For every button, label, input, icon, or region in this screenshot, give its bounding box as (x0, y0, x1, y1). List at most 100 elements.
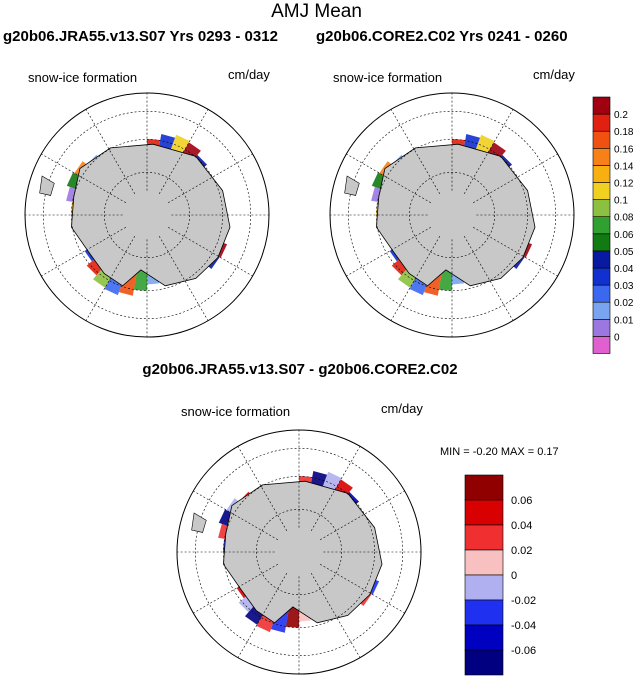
panel1-title: g20b06.JRA55.v13.S07 Yrs 0293 - 0312 (3, 28, 278, 45)
panel1-meridian-line (158, 235, 209, 321)
colorbar-1-tick-label: 0.18 (614, 127, 633, 138)
panel3-title: g20b06.JRA55.v13.S07 - g20b06.CORE2.C02 (142, 361, 458, 378)
panel2-map (329, 92, 575, 338)
panel2-meridian-line (390, 109, 441, 195)
panel3-latitude-line (255, 508, 342, 595)
colorbar-1: 0 0.01 0.02 0.03 0.04 0.05 0.06 0.08 0.1 0.12 0.14… (592, 96, 633, 354)
colorbar-2-box (464, 524, 504, 551)
panel3-meridian-line (193, 490, 279, 541)
panel3-south-america (191, 512, 207, 533)
colorbar-1-tick-label: 0 (614, 332, 620, 343)
panel2-units-label: cm/day (533, 67, 575, 82)
panel3-units-label: cm/day (381, 401, 423, 416)
colorbar-1-tick-label: 0.05 (614, 247, 633, 258)
panel1-meridian-line (167, 226, 253, 277)
panel2-antarctica (375, 143, 536, 287)
colorbar-1-box (592, 182, 611, 200)
panel2-meridian-line (463, 109, 514, 195)
panel3-meridian-line (237, 572, 288, 658)
panel3-meridian-line (193, 563, 279, 614)
colorbar-1-box (592, 216, 611, 235)
panel1-meridian-line (41, 226, 127, 277)
panel1-latitude-line (71, 139, 223, 291)
colorbar-1-box (592, 165, 611, 183)
panel3-meridian-line (310, 446, 361, 532)
panel3-latitude-line (223, 476, 375, 628)
panel1-meridian-line (85, 235, 136, 321)
panel3-minmax-stats: MIN = -0.20 MAX = 0.17 (440, 446, 559, 458)
panel2-map-border (329, 92, 575, 338)
colorbar-2-box (464, 649, 504, 676)
panel1-latitude-line (43, 111, 251, 319)
colorbar-2: 0.06 0.04 0.02 0 -0.02 -0.04 -0.06 (464, 474, 536, 676)
panel1-units-label: cm/day (228, 67, 270, 82)
panel1-meridian-line (85, 109, 136, 195)
colorbar-1-tick-label: 0.14 (614, 161, 633, 172)
panel3-latitude-line (195, 447, 403, 656)
panel2-meridian-line (346, 153, 432, 204)
colorbar-1-tick-label: 0.02 (614, 298, 633, 309)
colorbar-2-box (464, 499, 504, 526)
colorbar-2-tick-label: 0 (511, 570, 517, 582)
colorbar-1-box (592, 113, 611, 132)
colorbar-1-box (592, 318, 611, 337)
colorbar-1-box (592, 284, 611, 303)
colorbar-1-tick-label: 0.1 (614, 196, 628, 207)
colorbar-1-box (592, 233, 611, 252)
panel1-meridian-line (167, 153, 253, 204)
panel2-meridian-line (463, 235, 514, 321)
colorbar-1-tick-label: 0.06 (614, 230, 633, 241)
colorbar-1-box (592, 148, 611, 166)
colorbar-2-box (464, 474, 504, 501)
colorbar-1-tick-label: 0.04 (614, 264, 633, 275)
colorbar-1-tick-label: 0.01 (614, 315, 633, 326)
colorbar-2-box (464, 549, 504, 576)
panel2-latitude-line (347, 111, 556, 319)
colorbar-1-tick-label: 0.03 (614, 281, 633, 292)
panel2-latitude-line (408, 172, 495, 259)
colorbar-2-tick-label: 0.06 (511, 495, 532, 507)
colorbar-2-tick-label: -0.02 (511, 595, 536, 607)
colorbar-2-tick-label: 0.02 (511, 545, 532, 557)
panel2-meridian-line (346, 226, 432, 277)
panel2-meridian-line (472, 226, 558, 277)
colorbar-1-tick-label: 0.12 (614, 179, 633, 190)
panel3-antarctica (222, 480, 383, 624)
panel1-map-border (24, 92, 270, 338)
colorbar-1-box (592, 301, 611, 320)
colorbar-1-tick-label: 0.16 (614, 144, 633, 155)
panel1-field-label: snow-ice formation (28, 70, 138, 85)
panel3-map (176, 429, 422, 675)
colorbar-1-box (592, 199, 611, 218)
colorbar-1-box (592, 130, 611, 149)
panel2-south-america (344, 175, 360, 196)
colorbar-2-box (464, 574, 504, 601)
colorbar-1-box (592, 336, 611, 354)
panel3-map-border (176, 429, 422, 675)
panel3-meridian-line (237, 446, 288, 532)
panel2-meridian-line (390, 235, 441, 321)
panel1-south-america (39, 175, 55, 196)
colorbar-2-tick-label: -0.04 (511, 620, 536, 632)
panel1-meridian-line (158, 109, 209, 195)
colorbar-2-box (464, 624, 504, 651)
panel3-meridian-line (310, 572, 361, 658)
panel2-latitude-line (376, 139, 528, 291)
panel1-latitude-line (104, 172, 191, 259)
panel1-antarctica (70, 143, 231, 287)
panel3-meridian-line (319, 563, 405, 614)
colorbar-1-tick-label: 0.2 (614, 110, 628, 121)
colorbar-1-box (592, 250, 611, 269)
panel1-map (24, 92, 270, 338)
colorbar-1-box (592, 96, 611, 115)
panel2-title: g20b06.CORE2.C02 Yrs 0241 - 0260 (316, 28, 568, 45)
panel2-field-label: snow-ice formation (333, 70, 443, 85)
panel1-meridian-line (41, 153, 127, 204)
colorbar-2-box (464, 599, 504, 626)
colorbar-2-tick-label: -0.06 (511, 645, 536, 657)
colorbar-2-tick-label: 0.04 (511, 520, 532, 532)
colorbar-1-box (592, 267, 611, 286)
figure-title: AMJ Mean (271, 1, 362, 22)
panel3-meridian-line (319, 490, 405, 541)
